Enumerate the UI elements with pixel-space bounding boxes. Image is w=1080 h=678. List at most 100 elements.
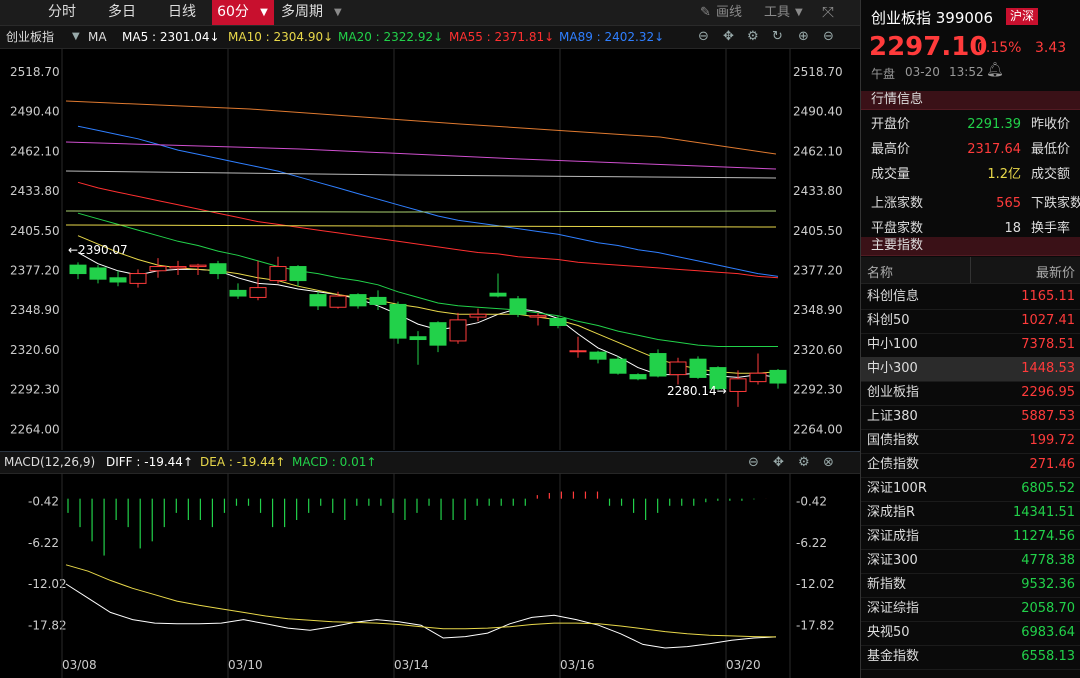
quote-panel: 创业板指 399006 沪深 2297.10 0.15% 3.43 午盘 03-… <box>860 0 1080 678</box>
refresh-icon[interactable]: ↻ <box>772 29 783 44</box>
index-row[interactable]: 国债指数 199.72 <box>861 429 1080 454</box>
tab-intraday[interactable]: 分时 <box>48 4 76 20</box>
macd-axis-left-label: -17.82 <box>28 618 67 632</box>
index-row[interactable]: 深成指R 14341.51 <box>861 501 1080 526</box>
macd-params-label[interactable]: MACD(12,26,9) <box>4 455 96 469</box>
price-axis-right-label: 2264.00 <box>793 422 843 436</box>
index-row[interactable]: 科创50 1027.41 <box>861 309 1080 334</box>
index-row[interactable]: 基金指数 6558.13 <box>861 645 1080 670</box>
ma-label[interactable]: MA <box>88 30 107 44</box>
price-axis-right-label: 2348.90 <box>793 303 843 317</box>
macd-chart[interactable]: -0.42 -0.42 -6.22 -6.22 -12.02 -12.02 -17.82 -1… <box>0 473 858 678</box>
candle-down <box>689 358 707 378</box>
index-row[interactable]: 中小300 1448.53 <box>861 357 1080 382</box>
macd-axis-left-label: -0.42 <box>28 495 59 509</box>
tab-multi-period[interactable]: 多周期 <box>281 4 323 20</box>
ma-long-white-line <box>65 170 777 179</box>
candle-up <box>749 372 767 383</box>
candle-down <box>89 267 107 280</box>
index-name: 科创信息 <box>867 289 920 304</box>
index-row[interactable]: 创业板指 2296.95 <box>861 381 1080 406</box>
draw-line-button[interactable]: 画线 <box>716 5 743 20</box>
index-name: 深证300 <box>867 553 918 568</box>
multi-period-dropdown-icon[interactable]: ▼ <box>334 7 342 18</box>
info-label: 最高价 <box>871 142 911 157</box>
macd-collapse-icon[interactable]: ⊖ <box>748 455 759 470</box>
info-label-2: 最低价 <box>1031 142 1071 157</box>
info-value: 565 <box>996 196 1021 211</box>
index-price: 1448.53 <box>1021 361 1075 376</box>
macd-axis-right-label: -17.82 <box>796 618 835 632</box>
add-icon[interactable]: ⊕ <box>798 29 809 44</box>
macd-diff-value: DIFF : -19.44↑ <box>106 455 193 469</box>
index-price: 6805.52 <box>1021 481 1075 496</box>
index-row[interactable]: 新指数 9532.36 <box>861 573 1080 598</box>
tab-daily[interactable]: 日线 <box>168 4 196 20</box>
index-row[interactable]: 企债指数 271.46 <box>861 453 1080 478</box>
index-row[interactable]: 深证综指 2058.70 <box>861 597 1080 622</box>
macd-settings-icon[interactable]: ⚙ <box>798 455 810 470</box>
info-value: 18 <box>1004 221 1021 236</box>
index-price: 271.46 <box>1029 457 1076 472</box>
candle-down <box>489 292 507 297</box>
ma20-line <box>77 212 778 347</box>
candle-down <box>609 358 627 374</box>
diff-line <box>65 583 777 649</box>
tab-60min-dropdown-icon[interactable]: ▼ <box>254 0 274 25</box>
candle-down <box>229 289 247 297</box>
market-badge: 沪深 <box>1006 8 1039 25</box>
settings-icon[interactable]: ⚙ <box>747 29 759 44</box>
tab-multiday[interactable]: 多日 <box>108 4 136 20</box>
price-axis-right-label: 2377.20 <box>793 263 843 277</box>
tools-menu-button[interactable]: 工具 <box>764 5 791 20</box>
price-axis-left-label: 2433.80 <box>10 184 60 198</box>
index-row[interactable]: 深证成指 11274.56 <box>861 525 1080 550</box>
price-axis-left-label: 2377.20 <box>10 263 60 277</box>
candle-down <box>409 336 427 341</box>
move-icon[interactable]: ✥ <box>723 29 734 44</box>
macd-move-icon[interactable]: ✥ <box>773 455 784 470</box>
ma20-value: MA20 : 2322.92↓ <box>338 30 444 44</box>
remove-icon[interactable]: ⊖ <box>823 29 834 44</box>
index-row[interactable]: 央视50 6983.64 <box>861 621 1080 646</box>
index-row[interactable]: 深证300 4778.38 <box>861 549 1080 574</box>
tab-60min[interactable]: 60分 <box>212 0 254 25</box>
price-axis-left-label: 2518.70 <box>10 65 60 79</box>
index-price: 6983.64 <box>1021 625 1075 640</box>
index-price: 1165.11 <box>1021 289 1075 304</box>
ma5-line <box>77 252 779 378</box>
index-price: 14341.51 <box>1012 505 1075 520</box>
index-price: 11274.56 <box>1012 529 1075 544</box>
collapse-icon[interactable]: ⊖ <box>698 29 709 44</box>
ma10-line <box>77 235 779 374</box>
col-divider <box>970 257 971 283</box>
index-row[interactable]: 上证380 5887.53 <box>861 405 1080 430</box>
dea-line <box>65 564 777 638</box>
tools-dropdown-icon[interactable]: ▼ <box>795 7 803 18</box>
pen-icon[interactable]: ✎ <box>700 5 711 20</box>
price-axis-right-label: 2518.70 <box>793 65 843 79</box>
fullscreen-icon[interactable]: ⤧ <box>822 3 835 21</box>
index-row[interactable]: 深证100R 6805.52 <box>861 477 1080 502</box>
info-label: 成交量 <box>871 167 911 182</box>
ma-long-purple-line <box>65 141 777 170</box>
index-name: 深证成指 <box>867 529 920 544</box>
index-row[interactable]: 科创信息 1165.11 <box>861 285 1080 310</box>
macd-dea-value: DEA : -19.44↑ <box>200 455 286 469</box>
candle-up <box>569 350 587 353</box>
index-price: 2058.70 <box>1021 601 1075 616</box>
candlestick-chart[interactable]: 2518.70 2518.70 2490.40 2490.40 2462.10 2462.… <box>0 49 858 450</box>
candle-down <box>389 303 407 339</box>
col-name-label: 名称 <box>867 266 894 281</box>
candle-down <box>289 266 307 282</box>
chart-symbol-label: 创业板指 <box>6 30 55 44</box>
index-row[interactable]: 中小100 7378.51 <box>861 333 1080 358</box>
price-axis-left-label: 2405.50 <box>10 224 60 238</box>
price-change: 3.43 <box>1035 40 1067 56</box>
macd-close-icon[interactable]: ⊗ <box>823 455 834 470</box>
info-label-2: 下跌家数 <box>1031 196 1080 211</box>
price-axis-left-label: 2264.00 <box>10 422 60 436</box>
candle-up <box>669 361 687 376</box>
bell-icon[interactable]: 🔔︎ <box>986 62 1004 78</box>
ma-dropdown-icon[interactable]: ▼ <box>72 31 80 42</box>
